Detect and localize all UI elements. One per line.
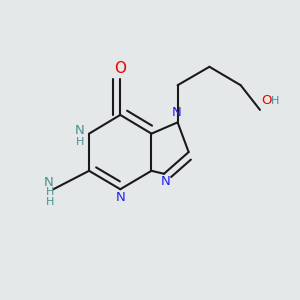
Text: N: N bbox=[172, 106, 182, 119]
Text: H: H bbox=[46, 197, 54, 207]
Text: H: H bbox=[76, 137, 85, 147]
Text: H: H bbox=[271, 96, 280, 106]
Text: O: O bbox=[262, 94, 272, 107]
Text: N: N bbox=[160, 175, 170, 188]
Text: N: N bbox=[44, 176, 54, 189]
Text: N: N bbox=[116, 191, 125, 204]
Text: O: O bbox=[114, 61, 126, 76]
Text: H: H bbox=[46, 187, 54, 197]
Text: N: N bbox=[75, 124, 85, 137]
